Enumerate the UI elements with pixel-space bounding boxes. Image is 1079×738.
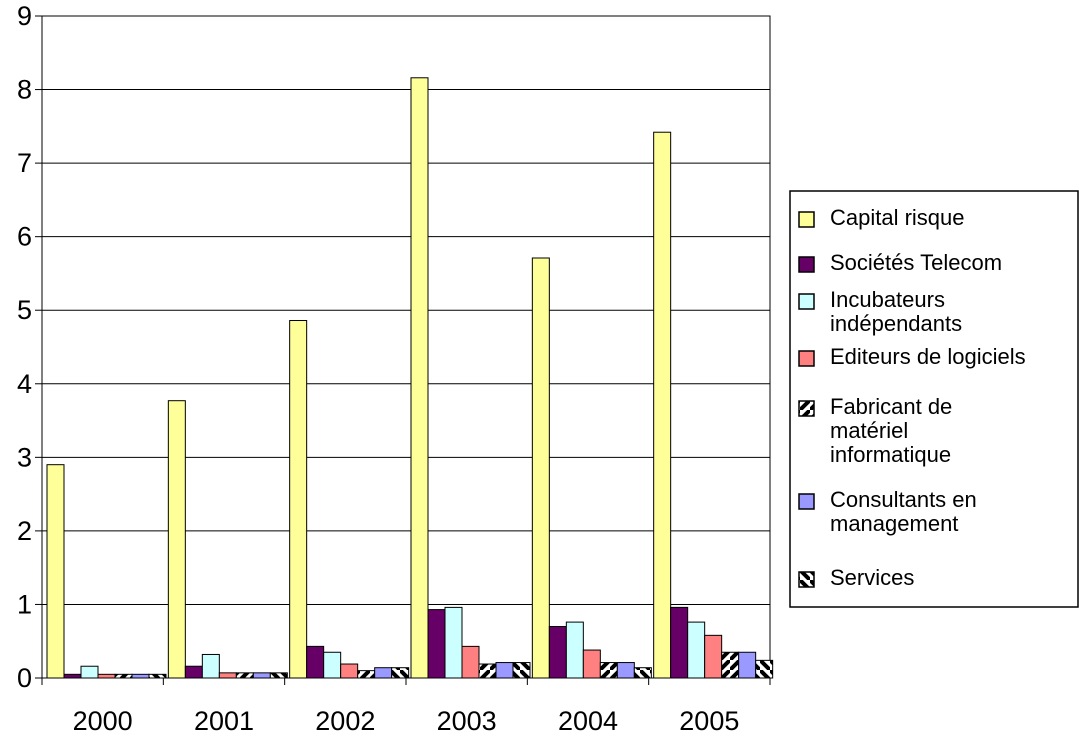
bar-2001-series-2 <box>201 653 220 679</box>
bar-2005-series-6 <box>755 659 774 679</box>
bar-2001-series-3 <box>218 672 237 679</box>
plot-area <box>41 15 771 679</box>
bar-2000-series-6 <box>148 673 167 679</box>
legend-swatch <box>798 211 815 228</box>
bar-2003-series-1 <box>427 609 446 679</box>
y-tick-label: 6 <box>17 222 32 252</box>
y-tick-label: 0 <box>17 663 32 693</box>
gridlines <box>42 15 770 605</box>
bar-2003-series-0 <box>410 77 429 679</box>
bar-2005-series-1 <box>670 606 689 679</box>
bar-2001-series-4 <box>235 672 254 679</box>
x-tick-label: 2005 <box>679 706 739 736</box>
bar-2000-series-2 <box>80 665 99 679</box>
bar-2000-series-3 <box>97 673 116 679</box>
legend-label: Editeurs de logiciels <box>830 344 1026 369</box>
y-tick-label: 2 <box>17 516 32 546</box>
bar-2003-series-3 <box>461 645 480 679</box>
legend-label: informatique <box>830 442 951 467</box>
legend-label: Sociétés Telecom <box>830 250 1002 275</box>
legend-label: Capital risque <box>830 205 965 230</box>
bar-2000-series-4 <box>114 673 133 679</box>
legend-box <box>789 190 1079 608</box>
legend-label: Services <box>830 565 914 590</box>
y-tick-label: 1 <box>17 589 32 619</box>
bar-2005-series-4 <box>721 651 740 679</box>
bar-2001-series-6 <box>269 672 288 679</box>
y-tick-label: 9 <box>17 1 32 31</box>
y-axis-ticks: 0 1 2 3 4 5 6 7 8 9 <box>17 1 42 693</box>
bar-2002-series-6 <box>391 667 410 679</box>
legend-swatch <box>798 571 815 588</box>
x-tick-label: 2002 <box>315 706 375 736</box>
legend-swatch <box>798 293 815 310</box>
y-tick-label: 7 <box>17 148 32 178</box>
bars <box>46 77 774 679</box>
bar-2001-series-5 <box>252 672 271 679</box>
bar-2001-series-1 <box>184 665 203 679</box>
legend-label: management <box>830 511 958 536</box>
legend-label: Fabricant de <box>830 394 952 419</box>
legend-label: Consultants en <box>830 487 977 512</box>
legend-swatch <box>798 350 815 367</box>
bar-2002-series-5 <box>374 667 393 679</box>
x-tick-label: 2003 <box>437 706 497 736</box>
x-tick-label: 2000 <box>73 706 133 736</box>
bar-2004-series-4 <box>599 662 618 679</box>
bar-2000-series-5 <box>131 673 150 679</box>
legend: Capital risque Sociétés Telecom Incubateur… <box>789 190 1079 608</box>
bar-2005-series-5 <box>738 651 757 679</box>
legend-swatch <box>798 256 815 273</box>
bar-2004-series-1 <box>548 626 567 679</box>
bar-2000-series-1 <box>63 673 82 679</box>
bar-2004-series-6 <box>633 667 652 679</box>
y-tick-label: 4 <box>17 369 32 399</box>
bar-2003-series-2 <box>444 606 463 679</box>
bar-2003-series-4 <box>478 663 497 679</box>
bar-2002-series-3 <box>340 663 359 679</box>
bar-2003-series-5 <box>495 662 514 679</box>
bar-2004-series-5 <box>616 662 635 679</box>
bar-2002-series-0 <box>289 320 308 679</box>
bar-2004-series-3 <box>582 649 601 679</box>
y-tick-label: 3 <box>17 442 32 472</box>
bar-2005-series-3 <box>704 634 723 679</box>
legend-label: matériel <box>830 418 908 443</box>
x-tick-label: 2004 <box>558 706 618 736</box>
bar-2002-series-2 <box>323 651 342 679</box>
bar-2005-series-2 <box>687 621 706 679</box>
bar-2002-series-4 <box>357 670 376 679</box>
bar-2000-series-0 <box>46 464 65 679</box>
bar-2002-series-1 <box>306 645 325 679</box>
x-tick-label: 2001 <box>194 706 254 736</box>
bar-2004-series-2 <box>565 621 584 679</box>
bar-2004-series-0 <box>531 257 550 679</box>
bar-2003-series-6 <box>512 662 531 679</box>
bar-2001-series-0 <box>167 400 186 679</box>
legend-swatch <box>798 493 815 510</box>
legend-label: Incubateurs <box>830 287 945 312</box>
legend-swatch <box>798 400 815 417</box>
y-tick-label: 5 <box>17 295 32 325</box>
legend-label: indépendants <box>830 311 962 336</box>
bar-2005-series-0 <box>653 131 672 679</box>
y-tick-label: 8 <box>17 75 32 105</box>
x-axis-ticks: 2000 2001 2002 2003 2004 2005 <box>41 678 771 736</box>
plot-border <box>41 15 771 679</box>
